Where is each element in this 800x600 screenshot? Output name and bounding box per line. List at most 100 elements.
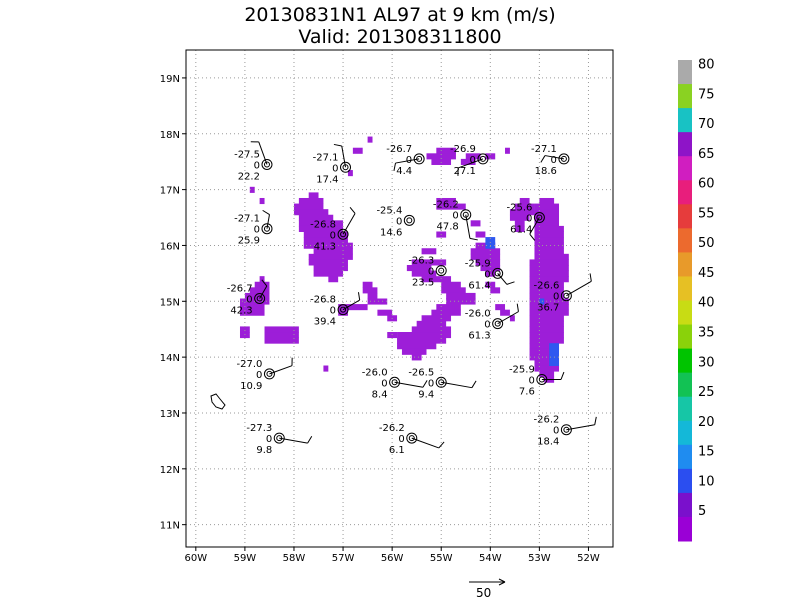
wind-cell bbox=[308, 192, 319, 199]
wind-cell bbox=[254, 281, 270, 288]
sonde-ring-inner bbox=[406, 217, 413, 224]
sonde-speed-label: 18.6 bbox=[535, 166, 557, 177]
colorbar-label: 70 bbox=[698, 117, 715, 132]
sonde-ring-inner bbox=[438, 267, 445, 274]
y-tick-label: 13N bbox=[160, 409, 180, 420]
wind-cell bbox=[367, 292, 378, 299]
sonde-ring-outer bbox=[337, 304, 349, 316]
sonde-temp-label: -26.6 bbox=[533, 281, 559, 292]
sonde-ring-inner bbox=[563, 292, 570, 299]
colorbar-label: 55 bbox=[698, 206, 715, 221]
sonde-temp-label: -26.7 bbox=[227, 284, 253, 295]
wind-cell bbox=[426, 153, 456, 160]
colorbar-swatch bbox=[678, 156, 692, 181]
colorbar-swatch bbox=[678, 204, 692, 229]
colorbar-label: 5 bbox=[698, 504, 706, 519]
sonde-barb-flag bbox=[438, 441, 445, 449]
y-tick-label: 14N bbox=[160, 353, 180, 364]
colorbar-swatch bbox=[678, 324, 692, 350]
sonde-barb-flag bbox=[307, 436, 313, 444]
sonde-ring-inner bbox=[263, 161, 270, 168]
y-tick-label: 18N bbox=[160, 130, 180, 141]
colorbar-label: 20 bbox=[698, 415, 715, 430]
colorbar-swatch bbox=[678, 276, 692, 301]
dropsonde-markers: -27.5022.2-27.1017.4-26.704.4-26.9027.1-… bbox=[227, 141, 597, 456]
wind-cell bbox=[475, 231, 486, 238]
sonde-barb-flag bbox=[516, 303, 519, 312]
sonde-barb bbox=[457, 158, 484, 169]
sonde-barb-flag bbox=[469, 237, 478, 241]
sonde-speed-label: 8.4 bbox=[372, 389, 388, 400]
vector-scale-label: 50 bbox=[476, 586, 492, 600]
sonde-temp-label: -27.5 bbox=[234, 149, 260, 160]
wind-cell bbox=[529, 332, 564, 339]
sonde-height-label: 0 bbox=[452, 211, 458, 222]
y-tick-label: 16N bbox=[160, 241, 180, 252]
wind-cell bbox=[249, 287, 270, 294]
sonde-temp-label: -26.0 bbox=[465, 309, 491, 320]
wind-cell bbox=[362, 287, 378, 294]
colorbar-label: 65 bbox=[698, 147, 715, 162]
wind-cell bbox=[529, 337, 564, 344]
wind-cell bbox=[514, 225, 525, 232]
colorbar-label: 15 bbox=[698, 445, 715, 460]
sonde-height-label: 0 bbox=[332, 163, 338, 174]
wind-cell bbox=[509, 209, 535, 216]
wind-cell bbox=[529, 287, 564, 294]
sonde-barb bbox=[465, 214, 471, 239]
wind-cell bbox=[323, 365, 329, 372]
vector-scale bbox=[469, 578, 506, 586]
sonde-height-label: 0 bbox=[526, 214, 532, 225]
vector-scale-arrowhead bbox=[498, 578, 506, 586]
wind-cell bbox=[529, 281, 564, 288]
sonde-temp-label: -26.8 bbox=[310, 219, 336, 230]
wind-cell bbox=[529, 276, 569, 283]
y-tick-label: 17N bbox=[160, 186, 180, 197]
wind-cell bbox=[505, 147, 510, 154]
y-tick-label: 15N bbox=[160, 297, 180, 308]
wind-cell bbox=[352, 147, 363, 154]
colorbar-swatch bbox=[678, 420, 692, 446]
wind-cell bbox=[401, 348, 427, 355]
wind-cell bbox=[509, 315, 515, 322]
sonde-ring-outer bbox=[533, 212, 545, 224]
sonde-speed-label: 27.1 bbox=[454, 166, 476, 177]
wind-cell bbox=[534, 359, 560, 367]
colorbar-swatch bbox=[678, 252, 692, 277]
wind-cell bbox=[259, 276, 265, 283]
wind-cell bbox=[264, 326, 299, 333]
sonde-temp-label: -25.9 bbox=[465, 258, 491, 269]
island-coast bbox=[210, 393, 226, 410]
wind-cell bbox=[411, 354, 422, 361]
wind-cell bbox=[509, 214, 530, 221]
sonde-speed-label: 22.2 bbox=[238, 171, 260, 182]
sonde-speed-label: 10.9 bbox=[240, 381, 262, 392]
wind-cell bbox=[534, 242, 564, 249]
sonde-barb bbox=[395, 158, 420, 164]
sonde-temp-label: -26.7 bbox=[386, 144, 412, 155]
colorbar-swatch bbox=[678, 180, 692, 205]
sonde-speed-label: 18.4 bbox=[537, 437, 559, 448]
wind-cell bbox=[239, 304, 265, 311]
wind-cell bbox=[490, 287, 501, 294]
sonde-height-label: 0 bbox=[428, 378, 434, 389]
sonde-barb-flag bbox=[393, 162, 396, 172]
sonde-height-label: 0 bbox=[551, 155, 557, 166]
wind-cell bbox=[328, 276, 339, 283]
wind-cell bbox=[534, 225, 564, 232]
y-axis-ticks: 11N 12N 13N 14N 15N 16N 17N 18N 19N bbox=[160, 74, 186, 532]
sonde-temp-label: -27.0 bbox=[237, 359, 263, 370]
sonde-height-label: 0 bbox=[330, 230, 336, 241]
wind-cell bbox=[411, 270, 437, 277]
wind-cell bbox=[436, 304, 461, 311]
sonde-height-label: 0 bbox=[428, 267, 434, 278]
wind-cell bbox=[534, 248, 564, 255]
sonde-temp-label: -26.2 bbox=[379, 423, 405, 434]
wind-cell bbox=[303, 242, 353, 249]
